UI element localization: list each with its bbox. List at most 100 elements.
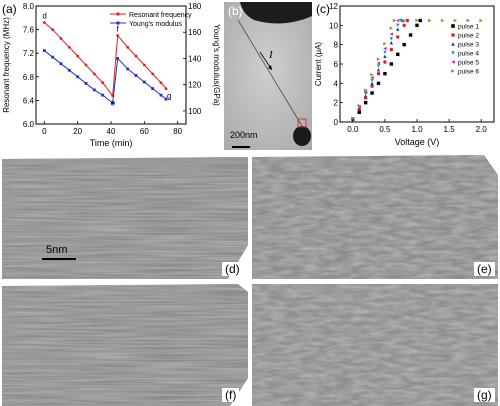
chart-c-point-2 [405, 18, 410, 23]
chart-a-point-2 [126, 67, 130, 71]
chart-c-point-3 [396, 27, 400, 31]
chart-a-y2tick-label: 120 [188, 81, 202, 90]
chart-c-point-2 [376, 71, 381, 76]
chart-a-y2tick-label: 160 [188, 28, 202, 37]
panel-d-scale-label: 5nm [46, 244, 68, 256]
chart-c-point-6 [466, 18, 471, 23]
chart-a-point-label-d: d [42, 12, 46, 21]
chart-a-point-1 [101, 81, 105, 85]
legend-c-label-2: pulse 2 [458, 33, 479, 40]
chart-a-ytick-label: 6.4 [23, 96, 35, 105]
chart-c-ytick-label: 4 [334, 79, 339, 88]
panel-g-image [252, 282, 498, 406]
legend-c-label-4: pulse 4 [458, 51, 479, 58]
chart-a-point-2 [59, 62, 63, 66]
chart-a-ytick-label: 8.0 [23, 2, 35, 11]
chart-a-point-1 [116, 34, 120, 37]
chart-a-ylabel: Resonant frequency (MHz) [2, 17, 11, 113]
chart-c-point-4 [399, 18, 403, 23]
chart-a-xtick-label: 20 [73, 127, 82, 136]
chart-a-point-2 [84, 81, 88, 85]
chart-c-ytick-label: 10 [329, 21, 338, 30]
top-electrode [240, 2, 312, 24]
chart-c-ytick-label: 2 [334, 99, 339, 108]
chart-c-point-1 [415, 23, 419, 28]
chart-c-xtick-label: 0.5 [379, 125, 391, 134]
chart-c-ylabel: Current (μA) [314, 42, 323, 87]
chart-a-point-2 [76, 75, 80, 79]
chart-c-legend: pulse 1 pulse 2 pulse 3 pulse 4 pulse 5 pulse… [451, 24, 479, 76]
chart-c-xlabel: Voltage (V) [395, 137, 440, 147]
chart-a-point-1 [67, 45, 71, 49]
chart-a-y2tick-label: 180 [188, 2, 202, 11]
chart-a-ytick-label: 7.6 [23, 26, 35, 35]
chart-a-point-2 [134, 74, 138, 77]
chart-a-xtick-label: 40 [107, 127, 116, 136]
legend-c-label-3: pulse 3 [458, 42, 479, 49]
chart-a-legend: Resonant frequency Young's modulus [110, 12, 192, 28]
chart-a-point-1 [42, 21, 46, 24]
chart-c-point-4 [370, 78, 374, 83]
chart-c-point-4 [383, 50, 387, 55]
chart-c-point-6 [415, 18, 419, 23]
chart-c: 0.0 0.5 1.0 1.5 2.0 0 2 4 6 8 10 12 Voltage (V) Cu… [314, 2, 495, 147]
panel-f-label: (f) [222, 388, 240, 402]
chart-c-point-2 [383, 60, 387, 64]
panel-a-label: (a) [2, 2, 17, 16]
legend-a-series-2: Young's modulus [129, 21, 182, 28]
chart-a-series-line-1 [44, 22, 167, 98]
chart-a-ytick-label: 7.2 [23, 49, 35, 58]
chart-c-point-6 [440, 18, 445, 23]
chart-a-point-1 [126, 45, 130, 49]
chart-c-point-6 [383, 42, 387, 46]
chart-c-point-6 [402, 18, 406, 23]
chart-a-point-2 [151, 87, 155, 90]
chart-c-point-6 [453, 18, 458, 23]
chart-a-point-1 [134, 54, 138, 58]
chart-c-point-2 [396, 35, 400, 39]
chart-a-xtick-label: 60 [140, 127, 149, 136]
chart-a-xtick-label: 0 [42, 127, 47, 136]
chart-c-point-1 [370, 91, 374, 95]
panel-f-image [2, 282, 248, 406]
legend-a-series-1: Resonant frequency [129, 12, 192, 19]
chart-a-point-1 [142, 63, 146, 67]
chart-c-ytick-label: 12 [329, 2, 338, 11]
legend-c-label-1: pulse 1 [458, 24, 479, 31]
legend-c-marker-5 [451, 60, 455, 64]
legend-c-marker-2 [451, 33, 455, 37]
chart-a-point-2 [67, 68, 71, 72]
chart-a-point-2 [164, 97, 168, 101]
chart-c-point-6 [363, 88, 368, 92]
chart-a-series-line-2 [44, 50, 167, 104]
chart-a-point-1 [159, 81, 163, 85]
legend-c-marker-4 [451, 51, 455, 55]
chart-a-point-2 [159, 93, 163, 97]
chart-c-point-5 [376, 61, 381, 65]
chart-c-point-4 [396, 23, 400, 28]
chart-a-point-1 [84, 63, 88, 67]
chart-a-point-1 [164, 87, 168, 90]
chart-a-point-1 [76, 54, 80, 58]
chart-c-point-5 [363, 90, 368, 94]
chart-a-y2label: Young's modulus(GPa) [212, 24, 221, 106]
chart-c-point-2 [370, 84, 374, 88]
chart-c-point-4 [389, 37, 394, 41]
panel-b-arrow-label: I [269, 49, 273, 61]
chart-a-point-2 [116, 57, 120, 60]
chart-c-point-1 [408, 33, 413, 37]
chart-c-point-4 [376, 64, 381, 68]
legend-c-label-6: pulse 6 [458, 69, 479, 76]
chart-c-point-6 [479, 18, 483, 23]
chart-a-point-2 [51, 55, 55, 59]
chart-c-point-1 [357, 110, 361, 115]
chart-c-ytick-label: 8 [334, 41, 339, 50]
chart-a-y2tick-label: 100 [188, 107, 202, 116]
chart-a-ytick-label: 6.8 [23, 73, 35, 82]
chart-c-ytick-label: 6 [334, 60, 339, 69]
chart-c-point-6 [389, 26, 394, 30]
panel-b-image [224, 2, 312, 150]
chart-c-xtick-label: 1.5 [444, 125, 456, 134]
legend-c-label-5: pulse 5 [458, 60, 479, 67]
panel-e-label: (e) [474, 262, 495, 276]
